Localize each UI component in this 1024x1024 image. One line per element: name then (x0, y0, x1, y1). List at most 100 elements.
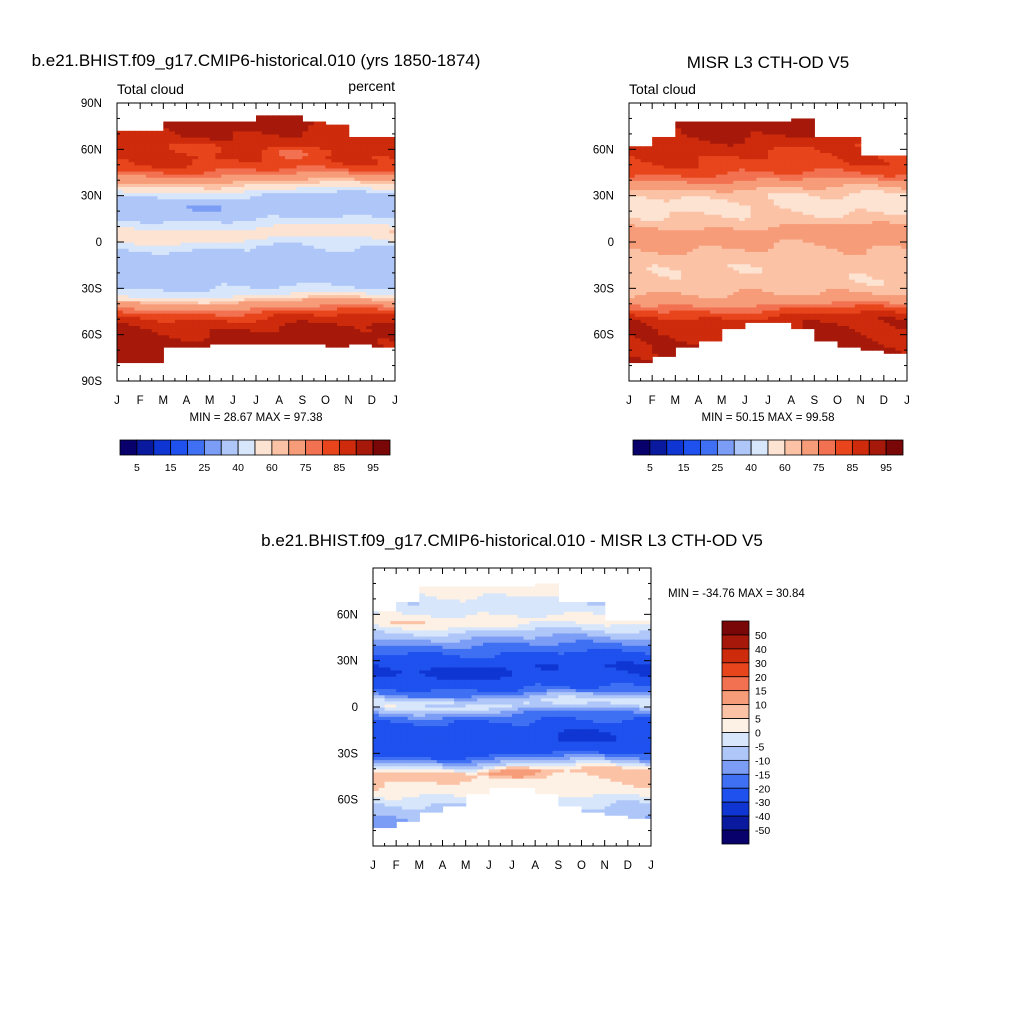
heatmap-cell (261, 251, 269, 255)
heatmap-cell (117, 340, 124, 345)
heatmap-cell (383, 158, 390, 163)
heatmap-cell (360, 257, 367, 262)
heatmap-cell (715, 158, 723, 163)
heatmap-cell (704, 242, 711, 246)
heatmap-cell (296, 248, 303, 252)
heatmap-cell (652, 260, 659, 265)
heatmap-cell (337, 319, 344, 323)
heatmap-cell (383, 232, 390, 237)
heatmap-cell (163, 161, 170, 166)
heatmap-cell (284, 272, 292, 277)
heatmap-cell (163, 174, 170, 178)
heatmap-cell (140, 229, 147, 234)
heatmap-cell (331, 124, 338, 129)
colorbar-swatch (203, 439, 222, 456)
heatmap-cell (186, 282, 193, 286)
heatmap-cell (692, 146, 700, 150)
heatmap-cell (296, 127, 303, 132)
heatmap-cell (238, 149, 246, 154)
heatmap-cell (698, 257, 705, 262)
heatmap-cell (203, 174, 211, 178)
heatmap-cell (180, 322, 188, 326)
heatmap-cell (209, 322, 217, 326)
heatmap-cell (342, 155, 350, 160)
heatmap-cell (681, 140, 688, 144)
heatmap-cell (296, 313, 303, 317)
heatmap-cell (710, 223, 717, 228)
heatmap-cell (704, 260, 711, 265)
heatmap-cell (128, 245, 135, 249)
heatmap-cell (232, 279, 240, 283)
heatmap-cell (675, 201, 682, 206)
heatmap-cell (360, 322, 367, 326)
heatmap-cell (302, 130, 309, 135)
heatmap-cell (180, 170, 188, 175)
heatmap-cell (140, 282, 147, 286)
heatmap-cell (157, 254, 164, 259)
heatmap-cell (640, 316, 647, 320)
heatmap-cell (325, 180, 332, 184)
heatmap-cell (203, 319, 211, 323)
heatmap-cell (337, 248, 344, 252)
heatmap-cell (366, 211, 373, 215)
heatmap-cell (308, 238, 315, 243)
colorbar-label: 15 (165, 462, 177, 474)
heatmap-cell (261, 208, 269, 212)
heatmap-cell (669, 198, 676, 203)
heatmap-cell (122, 158, 130, 163)
heatmap-cell (325, 152, 332, 157)
heatmap-cell (663, 279, 671, 283)
heatmap-cell (313, 133, 321, 138)
heatmap-cell (203, 152, 211, 157)
heatmap-cell (371, 322, 379, 326)
heatmap-cell (681, 309, 688, 314)
heatmap-cell (267, 251, 274, 255)
heatmap-cell (389, 170, 395, 175)
heatmap-cell (360, 263, 367, 268)
heatmap-cell (313, 337, 321, 342)
heatmap-cell (675, 143, 682, 147)
heatmap-cell (721, 300, 729, 305)
heatmap-cell (727, 303, 734, 308)
heatmap-cell (727, 201, 734, 206)
heatmap-cell (238, 288, 246, 293)
heatmap-cell (180, 214, 188, 218)
heatmap-cell (710, 167, 717, 172)
heatmap-cell (273, 282, 280, 286)
heatmap-cell (348, 242, 356, 246)
heatmap-cell (669, 306, 676, 311)
heatmap-cell (681, 127, 688, 132)
heatmap-cell (634, 322, 642, 326)
heatmap-cell (377, 232, 385, 237)
heatmap-cell (145, 337, 153, 342)
heatmap-cell (646, 201, 653, 206)
heatmap-cell (646, 232, 653, 237)
heatmap-cell (692, 143, 700, 147)
heatmap-cell (308, 220, 315, 225)
heatmap-cell (371, 297, 379, 302)
heatmap-cell (704, 136, 711, 141)
heatmap-cell (284, 316, 292, 320)
heatmap-cell (715, 167, 723, 172)
heatmap-cell (296, 164, 303, 169)
heatmap-cell (122, 204, 130, 209)
heatmap-cell (377, 325, 385, 330)
heatmap-cell (122, 229, 130, 234)
heatmap-cell (721, 180, 729, 184)
heatmap-cell (169, 214, 176, 218)
heatmap-cell (325, 238, 332, 243)
heatmap-cell (652, 140, 659, 144)
heatmap-cell (128, 337, 135, 342)
heatmap-cell (192, 143, 199, 147)
heatmap-cell (313, 161, 321, 166)
heatmap-cell (250, 337, 257, 342)
heatmap-cell (209, 177, 217, 181)
heatmap-cell (145, 180, 153, 184)
heatmap-cell (640, 322, 647, 326)
heatmap-cell (646, 300, 653, 305)
heatmap-cell (117, 316, 124, 320)
heatmap-cell (273, 164, 280, 169)
heatmap-cell (157, 186, 164, 191)
heatmap-cell (308, 158, 315, 163)
heatmap-cell (174, 322, 182, 326)
